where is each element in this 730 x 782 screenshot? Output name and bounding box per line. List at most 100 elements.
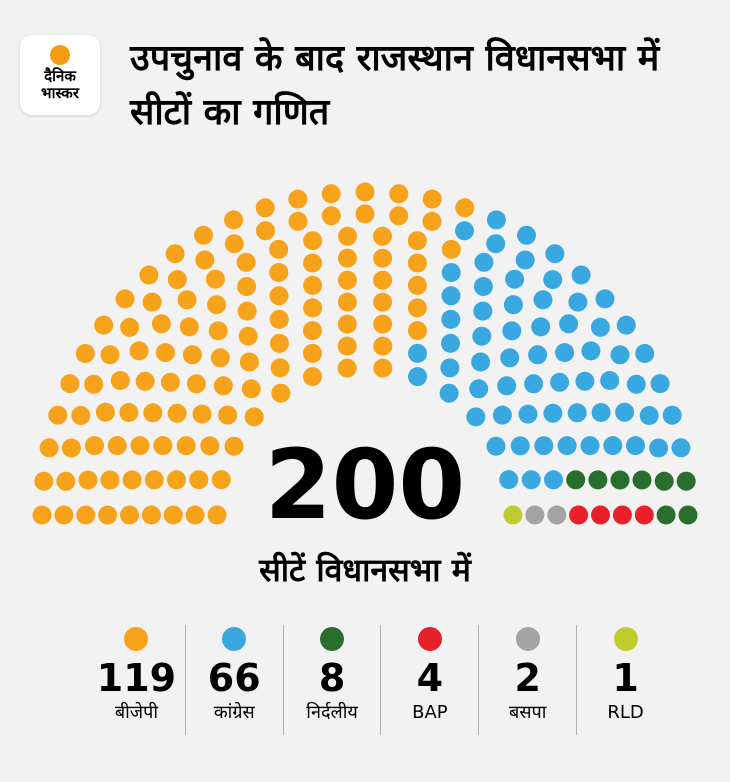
seat-dot (355, 204, 375, 224)
seat-dot (163, 505, 183, 525)
seat-dot (207, 505, 227, 525)
seat-dot (544, 470, 563, 490)
seat-dot (34, 471, 54, 491)
legend-dot-icon (124, 627, 149, 651)
seat-dot (440, 358, 460, 378)
legend-party-name: बीजेपी (114, 702, 158, 723)
seat-dot (441, 239, 461, 259)
seat-dot (224, 436, 244, 456)
seat-dot (256, 221, 275, 241)
seat-dot (528, 345, 548, 365)
seat-dot (177, 290, 197, 310)
seat-dot (441, 286, 461, 306)
seat-dot (303, 275, 323, 295)
seat-dot (167, 403, 187, 423)
seat-dot (626, 374, 646, 394)
seat-dot (486, 436, 506, 456)
seat-dot (441, 263, 461, 282)
seat-dot (211, 470, 231, 490)
legend-dot-icon (515, 627, 540, 651)
seat-dot (115, 289, 135, 309)
seat-dot (110, 371, 130, 390)
seat-dot (288, 189, 308, 209)
seat-dot (580, 436, 600, 456)
seat-dot (603, 436, 623, 456)
seat-dot (186, 374, 206, 394)
seat-dot (192, 404, 212, 424)
seat-dot (39, 438, 59, 458)
seat-dot (95, 402, 115, 422)
seat-dot (288, 211, 308, 231)
seat-dot (595, 289, 615, 309)
seat-dot (337, 314, 357, 334)
seat-dot (269, 286, 289, 306)
seat-dot (269, 263, 289, 282)
seat-dot (534, 436, 554, 456)
seat-dot (205, 269, 225, 289)
seat-dot (389, 206, 409, 226)
seat-dot (303, 367, 322, 387)
seat-dot (321, 184, 341, 204)
seat-dot (337, 292, 357, 312)
seat-dot (581, 341, 601, 361)
seat-dot (207, 295, 227, 315)
seat-dot (218, 405, 238, 425)
legend-dot-icon (417, 627, 442, 651)
legend-party-name: निर्दलीय (306, 702, 358, 723)
seat-dot (671, 438, 691, 458)
seat-dot (503, 505, 523, 525)
total-seats-number: 200 (264, 429, 466, 541)
seat-dot (120, 317, 140, 337)
seat-dot (238, 326, 258, 346)
seat-dot (567, 403, 587, 423)
seat-dot (185, 505, 205, 525)
seat-dot (120, 505, 139, 525)
seat-dot (338, 226, 357, 246)
seat-dot (474, 252, 494, 272)
seat-dot (662, 405, 682, 425)
seat-dot (373, 226, 392, 246)
seat-dot (575, 371, 595, 391)
legend-seat-count: 8 (318, 656, 346, 700)
seat-dot (654, 471, 674, 491)
seat-dot (271, 383, 291, 403)
seat-dot (559, 314, 579, 334)
seat-dot (600, 371, 620, 390)
legend-party-name: RLD (607, 702, 644, 723)
seat-dot (568, 292, 588, 312)
seat-dot (515, 250, 535, 270)
legend-seat-count: 4 (416, 656, 444, 700)
seat-dot (85, 436, 104, 456)
seat-dot (151, 314, 171, 334)
seat-dot (466, 407, 486, 427)
seat-dot (649, 438, 669, 458)
seat-dot (160, 372, 180, 392)
seat-dot (84, 374, 104, 394)
seat-dot (224, 210, 244, 230)
seat-dot (615, 402, 635, 422)
seat-dot (525, 505, 545, 525)
legend-dot-icon (222, 627, 247, 651)
seat-dot (94, 315, 114, 335)
seat-dot (616, 315, 636, 335)
seat-dot (100, 345, 120, 365)
seat-dot (100, 470, 120, 490)
seat-dot (497, 376, 517, 396)
seat-dot (650, 374, 670, 394)
seat-dot (129, 341, 149, 361)
seat-dot (337, 248, 357, 268)
seat-dot (48, 405, 68, 425)
legend-party-name: कांग्रेस (213, 702, 255, 723)
seat-dot (634, 505, 654, 525)
seat-dot (473, 277, 493, 296)
legend-party-name: बसपा (509, 702, 547, 723)
seat-dot (610, 345, 630, 365)
seat-dot (337, 358, 357, 378)
seat-dot (195, 250, 215, 270)
legend-item: 119 बीजेपी (88, 625, 185, 735)
seat-dot (373, 248, 393, 268)
sun-icon (50, 45, 70, 65)
seat-dot (469, 379, 489, 399)
legend-seat-count: 119 (96, 656, 177, 700)
seat-dot (373, 314, 393, 334)
